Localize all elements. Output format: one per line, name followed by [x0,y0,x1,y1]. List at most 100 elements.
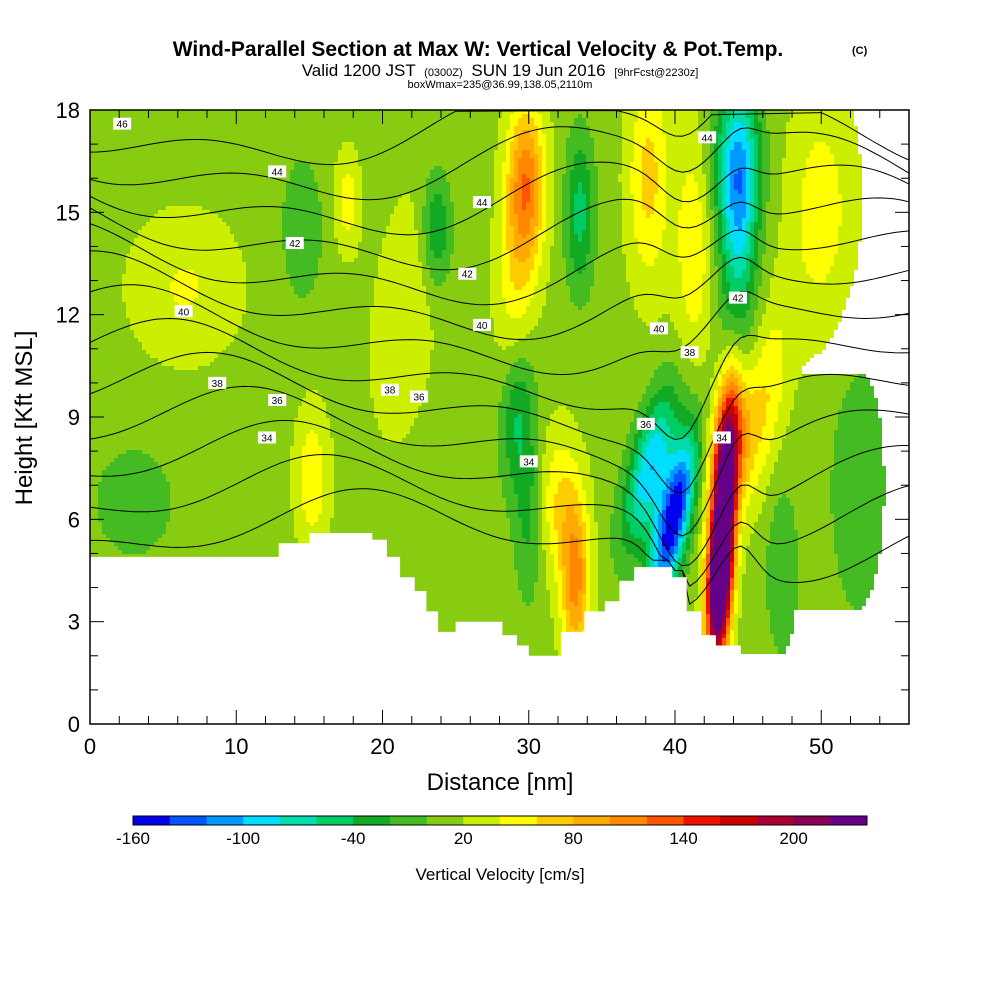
velocity-cell [526,386,538,390]
velocity-cell [286,198,318,202]
velocity-cell [694,434,698,438]
velocity-cell [622,226,634,230]
velocity-cell [498,446,506,450]
velocity-cell [510,114,522,118]
velocity-cell [322,226,334,230]
colorbar-tick-label: 20 [454,829,473,848]
velocity-cell [666,478,674,482]
velocity-cell [562,186,570,190]
velocity-cell [686,562,690,566]
velocity-cell [294,522,310,526]
x-tick-label: 10 [224,734,248,759]
velocity-cell [90,398,302,402]
velocity-cell [750,302,758,306]
velocity-cell [766,342,782,346]
velocity-cell [730,202,746,206]
velocity-cell [590,206,598,210]
velocity-cell [634,458,638,462]
velocity-cell [690,498,694,502]
velocity-cell [710,426,714,430]
velocity-cell [502,170,510,174]
velocity-cell [170,490,290,494]
velocity-cell [546,206,554,210]
velocity-cell [842,406,878,410]
velocity-cell [534,482,538,486]
velocity-cell [530,398,538,402]
velocity-cell [158,462,290,466]
velocity-cell [738,598,742,602]
velocity-cell [562,558,570,562]
velocity-cell [742,274,750,278]
velocity-cell [290,282,314,286]
velocity-cell [590,298,634,302]
velocity-cell [738,650,778,654]
velocity-cell [514,126,538,130]
theta-contour [89,197,910,271]
velocity-cell [542,490,546,494]
velocity-cell [538,166,542,170]
velocity-cell [662,118,698,122]
velocity-cell [714,642,718,646]
velocity-cell [754,390,766,394]
velocity-cell [550,594,558,598]
velocity-cell [510,154,514,158]
velocity-cell [770,330,782,334]
velocity-cell [654,534,658,538]
velocity-cell [506,426,514,430]
velocity-cell [838,226,862,230]
velocity-cell [538,266,550,270]
velocity-cell [726,602,730,606]
velocity-cell [430,370,510,374]
velocity-cell [726,638,730,642]
velocity-cell [586,162,594,166]
velocity-cell [498,466,510,470]
velocity-cell [642,538,650,542]
velocity-cell [798,586,842,590]
velocity-cell [622,134,634,138]
velocity-cell [762,170,770,174]
velocity-cell [334,450,498,454]
velocity-cell [750,266,758,270]
velocity-cell [586,302,634,306]
velocity-cell [786,130,858,134]
velocity-cell [702,502,706,506]
velocity-cell [590,170,598,174]
velocity-cell [726,190,730,194]
velocity-cell [90,518,98,522]
velocity-cell [530,302,546,306]
velocity-cell [434,194,442,198]
velocity-cell [578,490,586,494]
velocity-cell [654,198,666,202]
velocity-cell [762,282,770,286]
velocity-cell [710,402,714,406]
velocity-cell [510,390,526,394]
velocity-cell [730,586,734,590]
velocity-cell [738,458,742,462]
velocity-cell [542,206,546,210]
velocity-cell [734,618,738,622]
velocity-cell [534,162,538,166]
velocity-cell [334,490,502,494]
velocity-cell [354,186,362,190]
velocity-cell [566,258,574,262]
velocity-cell [638,482,666,486]
velocity-cell [610,514,622,518]
velocity-cell [710,606,726,610]
velocity-cell [834,518,882,522]
velocity-cell [698,314,710,318]
velocity-cell [194,298,246,302]
velocity-cell [750,426,762,430]
velocity-cell [134,242,238,246]
velocity-cell [630,450,638,454]
velocity-cell [834,154,862,158]
velocity-cell [562,254,570,258]
velocity-cell [514,246,530,250]
svg-text:36: 36 [414,393,426,404]
velocity-cell [490,290,502,294]
velocity-cell [510,222,518,226]
velocity-cell [726,622,730,626]
velocity-cell [662,546,666,550]
velocity-cell [526,334,678,338]
velocity-cell [726,426,730,430]
velocity-cell [650,546,654,550]
